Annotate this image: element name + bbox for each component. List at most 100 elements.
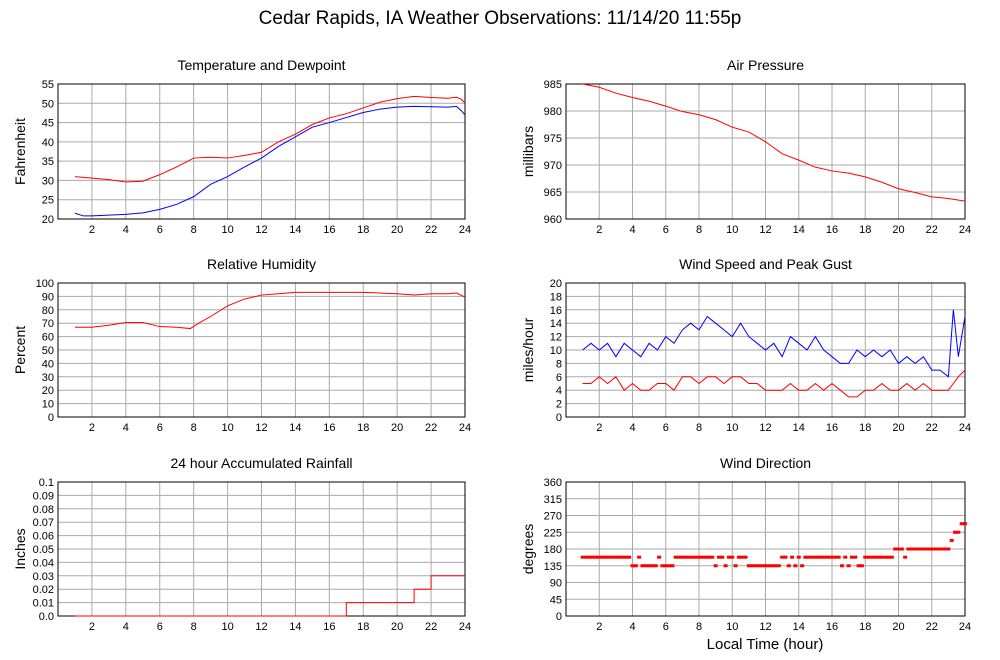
data-point <box>690 555 695 559</box>
data-point <box>730 555 735 559</box>
x-tick-label: 6 <box>157 422 163 434</box>
data-point <box>846 564 851 568</box>
data-point <box>929 547 934 551</box>
y-tick-label: 90 <box>550 578 562 590</box>
y-tick-label: 315 <box>544 494 562 506</box>
data-point <box>736 555 741 559</box>
data-point <box>773 564 778 568</box>
data-point <box>926 547 931 551</box>
y-tick-label: 30 <box>42 175 54 187</box>
data-point <box>893 547 898 551</box>
data-point <box>899 547 904 551</box>
data-point <box>760 564 765 568</box>
data-point <box>613 555 618 559</box>
y-tick-label: 70 <box>42 318 54 330</box>
x-tick-label: 8 <box>696 422 702 434</box>
data-point <box>919 547 924 551</box>
x-tick-label: 18 <box>357 422 369 434</box>
data-point <box>869 555 874 559</box>
data-point <box>859 564 864 568</box>
x-tick-label: 10 <box>726 621 738 633</box>
data-point <box>756 564 761 568</box>
x-tick-label: 6 <box>663 621 669 633</box>
data-point <box>746 564 751 568</box>
data-point <box>587 555 592 559</box>
y-tick-label: 25 <box>42 195 54 207</box>
y-tick-label: 965 <box>544 187 562 199</box>
y-tick-label: 0.05 <box>33 544 54 556</box>
x-tick-label: 24 <box>459 422 471 434</box>
y-tick-label: 6 <box>556 372 562 384</box>
chart-title: Wind Direction <box>720 455 811 471</box>
x-tick-label: 8 <box>191 621 197 633</box>
data-point <box>680 555 685 559</box>
data-point <box>916 547 921 551</box>
x-axis-label: Local Time (hour) <box>706 636 824 653</box>
data-point <box>883 555 888 559</box>
y-tick-label: 0.01 <box>33 598 54 610</box>
data-point <box>593 555 598 559</box>
x-tick-label: 10 <box>726 224 738 236</box>
data-point <box>630 564 635 568</box>
chart-title: Relative Humidity <box>207 256 316 272</box>
series-line-0 <box>74 291 466 330</box>
data-point <box>700 555 705 559</box>
y-tick-label: 14 <box>550 318 562 330</box>
x-tick-label: 24 <box>459 224 471 236</box>
data-point <box>933 547 938 551</box>
y-tick-label: 55 <box>42 79 54 91</box>
x-tick-label: 18 <box>859 224 871 236</box>
x-tick-label: 14 <box>289 621 301 633</box>
data-point <box>640 564 645 568</box>
y-tick-label: 50 <box>42 345 54 357</box>
x-tick-label: 12 <box>255 224 267 236</box>
data-point <box>600 555 605 559</box>
data-point <box>620 555 625 559</box>
data-point <box>670 564 675 568</box>
y-tick-label: 18 <box>550 291 562 303</box>
data-point <box>879 555 884 559</box>
y-tick-label: 270 <box>544 511 562 523</box>
x-tick-label: 14 <box>793 422 805 434</box>
data-point <box>953 530 958 534</box>
y-axis-label: degrees <box>520 524 536 575</box>
x-tick-label: 12 <box>759 224 771 236</box>
data-point <box>743 555 748 559</box>
x-tick-label: 24 <box>959 224 971 236</box>
data-point <box>617 555 622 559</box>
x-tick-label: 20 <box>892 422 904 434</box>
data-point <box>783 555 788 559</box>
data-point <box>697 555 701 559</box>
series-line-1 <box>582 369 966 398</box>
y-tick-label: 980 <box>544 106 562 118</box>
data-point <box>956 530 961 534</box>
x-tick-label: 22 <box>425 224 437 236</box>
x-tick-label: 6 <box>663 224 669 236</box>
y-tick-label: 985 <box>544 79 562 91</box>
x-tick-label: 4 <box>123 224 129 236</box>
data-point <box>913 547 918 551</box>
x-tick-label: 14 <box>793 224 805 236</box>
data-point <box>810 555 815 559</box>
data-point <box>720 555 725 559</box>
x-tick-label: 20 <box>391 224 403 236</box>
data-point <box>806 555 811 559</box>
x-tick-label: 10 <box>221 224 233 236</box>
data-point <box>790 555 795 559</box>
page-title: Cedar Rapids, IA Weather Observations: 1… <box>258 8 742 29</box>
x-tick-label: 24 <box>959 422 971 434</box>
plot-frame <box>57 282 466 418</box>
data-point <box>726 555 731 559</box>
data-point <box>939 547 944 551</box>
x-tick-label: 20 <box>892 621 904 633</box>
y-axis-label: Inches <box>12 528 28 569</box>
data-point <box>793 564 798 568</box>
data-point <box>667 564 672 568</box>
y-tick-label: 180 <box>544 544 562 556</box>
data-point <box>653 564 658 568</box>
x-tick-label: 2 <box>596 224 602 236</box>
